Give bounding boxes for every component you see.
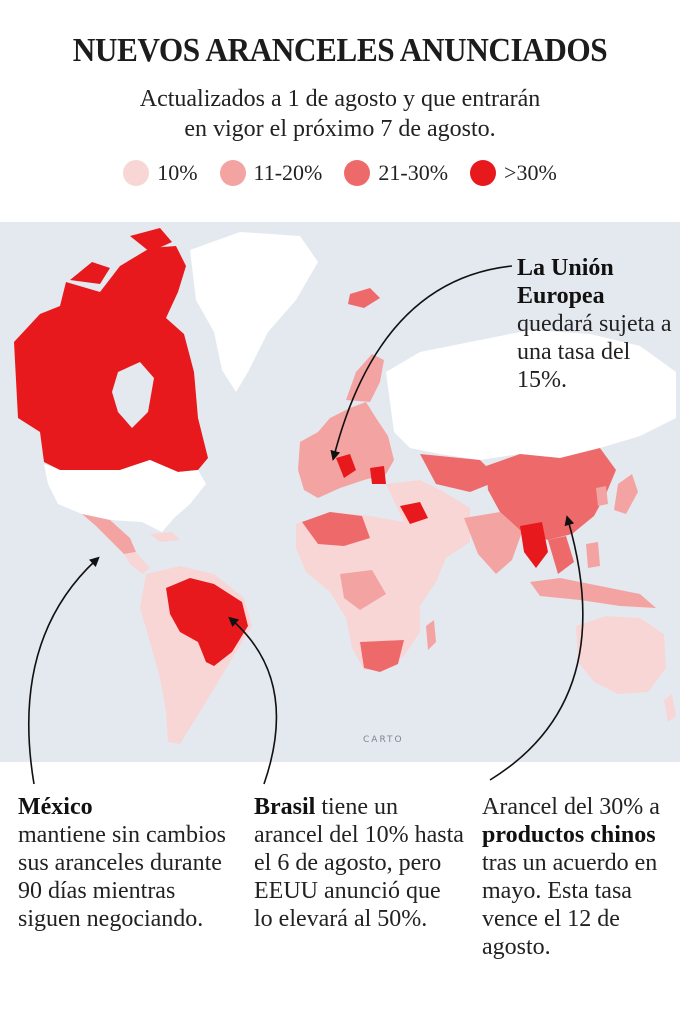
legend: 10% 11-20% 21-30% >30% xyxy=(0,160,680,186)
annotation-mexico-bold: México xyxy=(18,794,93,820)
legend-label-over-30: >30% xyxy=(504,160,557,185)
legend-label-11-20: 11-20% xyxy=(253,160,323,185)
annotation-mexico: México mantiene sin cambios sus arancele… xyxy=(18,793,238,933)
annotation-china-bold: productos chinos xyxy=(482,822,656,848)
iceland xyxy=(348,288,380,308)
south-africa xyxy=(360,640,404,672)
legend-item-over-30: >30% xyxy=(470,160,557,186)
annotation-china-text-before: Arancel del 30% a xyxy=(482,794,660,820)
canada-arctic-islands xyxy=(54,228,172,330)
legend-swatch-21-30 xyxy=(344,160,371,186)
legend-item-21-30: 21-30% xyxy=(344,160,448,186)
annotation-eu: La Unión Europea quedará sujeta a una ta… xyxy=(517,254,677,394)
subtitle-line-2: en vigor el próximo 7 de agosto. xyxy=(184,116,496,142)
central-america xyxy=(124,552,150,574)
indonesia xyxy=(530,578,656,608)
page-subtitle: Actualizados a 1 de agosto y que entrará… xyxy=(60,84,620,144)
syria-iraq xyxy=(400,502,428,524)
hudson-bay xyxy=(112,362,154,428)
scandinavia xyxy=(346,354,384,402)
balkans xyxy=(336,454,386,484)
indochina xyxy=(548,536,574,574)
central-africa xyxy=(340,570,386,610)
brazil xyxy=(166,578,248,666)
legend-swatch-11-20 xyxy=(219,160,246,186)
annotation-eu-bold: La Unión Europea xyxy=(517,255,614,309)
mexico xyxy=(82,514,136,554)
madagascar xyxy=(426,620,436,650)
middle-east xyxy=(386,480,470,558)
legend-swatch-over-30 xyxy=(470,160,497,186)
united-states xyxy=(44,460,206,532)
central-asia xyxy=(420,454,500,492)
new-zealand xyxy=(664,694,676,722)
north-africa xyxy=(302,512,370,546)
annotation-brasil-bold: Brasil xyxy=(254,794,316,820)
china xyxy=(486,448,616,540)
annotation-eu-text: quedará sujeta a una tasa del 15%. xyxy=(517,311,672,393)
map-attribution: CARTO xyxy=(363,735,404,745)
greenland xyxy=(190,232,318,392)
legend-label-10: 10% xyxy=(157,160,198,185)
page-title: NUEVOS ARANCELES ANUNCIADOS xyxy=(72,32,608,69)
canada xyxy=(14,246,208,472)
annotation-brasil: Brasil tiene un arancel del 10% hasta el… xyxy=(254,793,464,933)
subtitle-line-1: Actualizados a 1 de agosto y que entrará… xyxy=(139,86,541,112)
korea xyxy=(596,486,608,506)
legend-item-10: 10% xyxy=(123,160,198,186)
legend-label-21-30: 21-30% xyxy=(378,160,449,185)
legend-item-11-20: 11-20% xyxy=(219,160,323,186)
annotation-brasil-text: tiene un arancel del 10% hasta el 6 de a… xyxy=(254,794,464,932)
annotation-mexico-text: mantiene sin cambios sus aranceles duran… xyxy=(18,822,226,932)
annotation-china: Arancel del 30% a productos chinos tras … xyxy=(482,793,672,961)
annotation-china-text-after: tras un acuerdo en mayo. Esta tasa vence… xyxy=(482,850,658,960)
legend-swatch-10 xyxy=(123,160,150,186)
philippines xyxy=(586,542,600,568)
caribbean xyxy=(150,532,180,542)
australia xyxy=(576,616,666,694)
japan xyxy=(614,474,638,514)
